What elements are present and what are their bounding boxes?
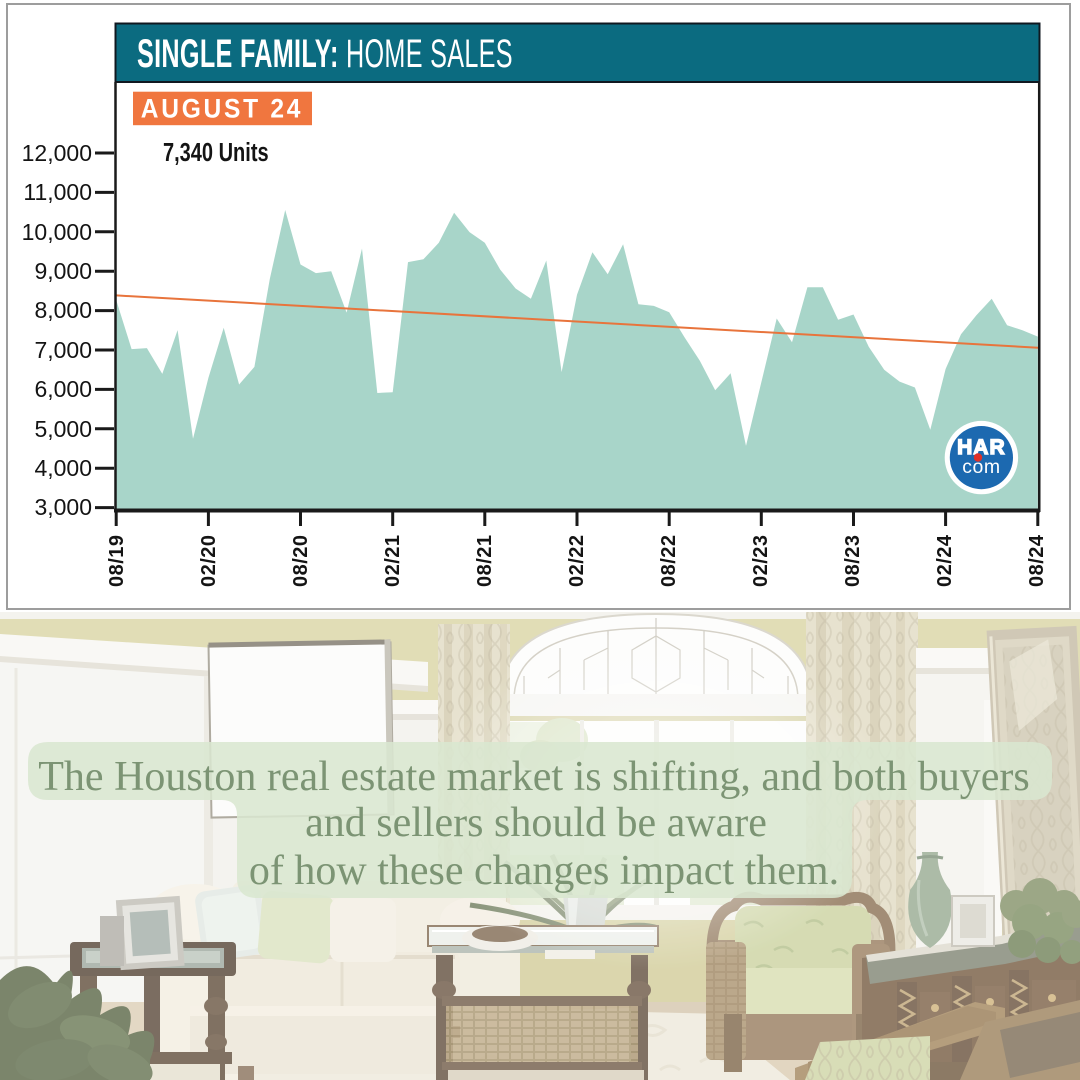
svg-text:02/22: 02/22 (566, 534, 588, 587)
svg-text:02/23: 02/23 (750, 534, 772, 587)
svg-text:of how these changes impact th: of how these changes impact them. (249, 848, 839, 894)
svg-text:02/20: 02/20 (198, 534, 220, 587)
svg-text:12,000: 12,000 (22, 140, 92, 166)
svg-text:9,000: 9,000 (34, 258, 92, 284)
svg-text:7,000: 7,000 (34, 337, 92, 363)
svg-text:08/23: 08/23 (842, 534, 864, 587)
svg-text:AUGUST 24: AUGUST 24 (141, 94, 303, 123)
svg-text:02/21: 02/21 (382, 534, 404, 587)
svg-text:The Houston real estate market: The Houston real estate market is shifti… (38, 754, 1029, 800)
svg-text:08/24: 08/24 (1026, 534, 1048, 587)
svg-text:3,000: 3,000 (34, 494, 92, 520)
svg-text:7,340 Units: 7,340 Units (163, 137, 269, 166)
svg-text:08/20: 08/20 (290, 534, 312, 587)
svg-text:08/22: 08/22 (658, 534, 680, 587)
svg-text:and sellers should be aware: and sellers should be aware (305, 800, 767, 846)
svg-text:10,000: 10,000 (22, 219, 92, 245)
svg-text:6,000: 6,000 (34, 376, 92, 402)
svg-text:com: com (962, 456, 1000, 478)
svg-text:02/24: 02/24 (934, 534, 956, 587)
svg-text:08/21: 08/21 (474, 534, 496, 587)
svg-text:5,000: 5,000 (34, 416, 92, 442)
svg-text:4,000: 4,000 (34, 455, 92, 481)
svg-text:08/19: 08/19 (106, 534, 128, 587)
svg-text:11,000: 11,000 (23, 179, 92, 205)
svg-text:8,000: 8,000 (34, 297, 92, 323)
svg-text:SINGLE FAMILY: HOME SALES: SINGLE FAMILY: HOME SALES (137, 32, 513, 76)
